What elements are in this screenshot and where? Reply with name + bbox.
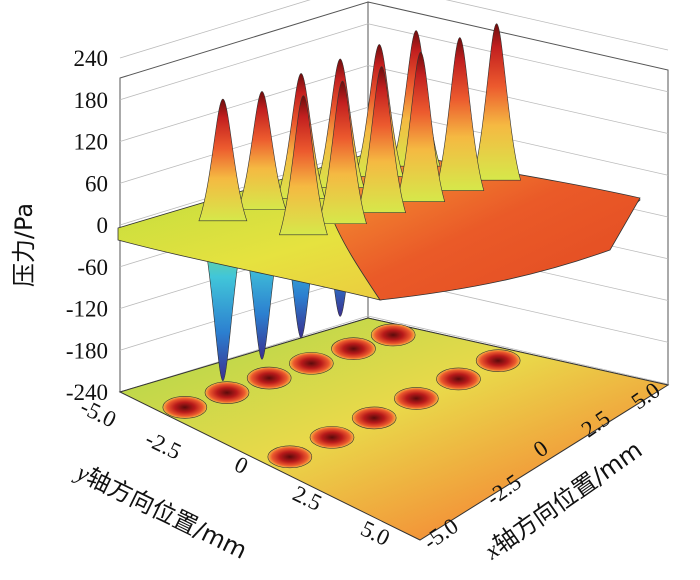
y-axis-label: y轴方向位置/mm	[71, 457, 252, 564]
peak	[357, 66, 407, 213]
floor-peak-blob	[204, 381, 250, 404]
z-tick-label: -120	[66, 297, 108, 322]
peak	[318, 80, 367, 225]
floor-peak-blob	[267, 445, 313, 469]
wall-gridline-left	[119, 106, 369, 184]
z-tick-label: 60	[85, 171, 108, 196]
floor-peak-blob	[331, 337, 376, 361]
wall-gridline-left	[119, 0, 311, 59]
z-tick-label: 0	[97, 213, 109, 238]
peak	[435, 37, 485, 191]
floor-peak-blob	[370, 323, 416, 347]
floor-peak-blob	[475, 349, 521, 372]
floor-peak-blob	[162, 396, 208, 419]
z-axis-ticks: 240 180 120 60 0 -60 -120 -180 -240	[66, 46, 108, 405]
z-tick-label: 120	[74, 130, 109, 155]
floor-peak-blob	[246, 366, 292, 390]
surface-peaks	[198, 23, 521, 236]
z-tick-label: -240	[66, 380, 108, 405]
floor-peak-blob	[394, 387, 439, 410]
peak	[278, 95, 328, 236]
peak	[396, 51, 446, 202]
z-tick-label: 180	[74, 88, 109, 113]
floor-peak-blob	[351, 406, 397, 430]
floor-contour-blobs	[162, 323, 521, 469]
floor	[118, 317, 670, 541]
floor-peak-blob	[309, 426, 355, 449]
wall-gridline-left	[119, 23, 369, 101]
peak	[198, 98, 248, 222]
wall-gridline-left	[119, 65, 369, 142]
peak	[237, 91, 287, 211]
floor-peak-blob	[436, 367, 481, 391]
z-tick-label: 240	[74, 46, 109, 71]
peak	[472, 23, 521, 181]
z-tick-label: -60	[77, 255, 108, 280]
y-axis-label-rest: 轴方向位置/mm	[82, 463, 251, 565]
floor-peak-blob	[289, 352, 334, 375]
wall-gridline-right	[367, 315, 669, 385]
y-tick-label: 0	[231, 452, 252, 480]
wall-gridline-right	[445, 0, 669, 51]
y-tick-label: -2.5	[141, 426, 185, 464]
z-tick-label: -180	[66, 338, 108, 363]
z-axis-label: 压力/Pa	[10, 203, 38, 287]
